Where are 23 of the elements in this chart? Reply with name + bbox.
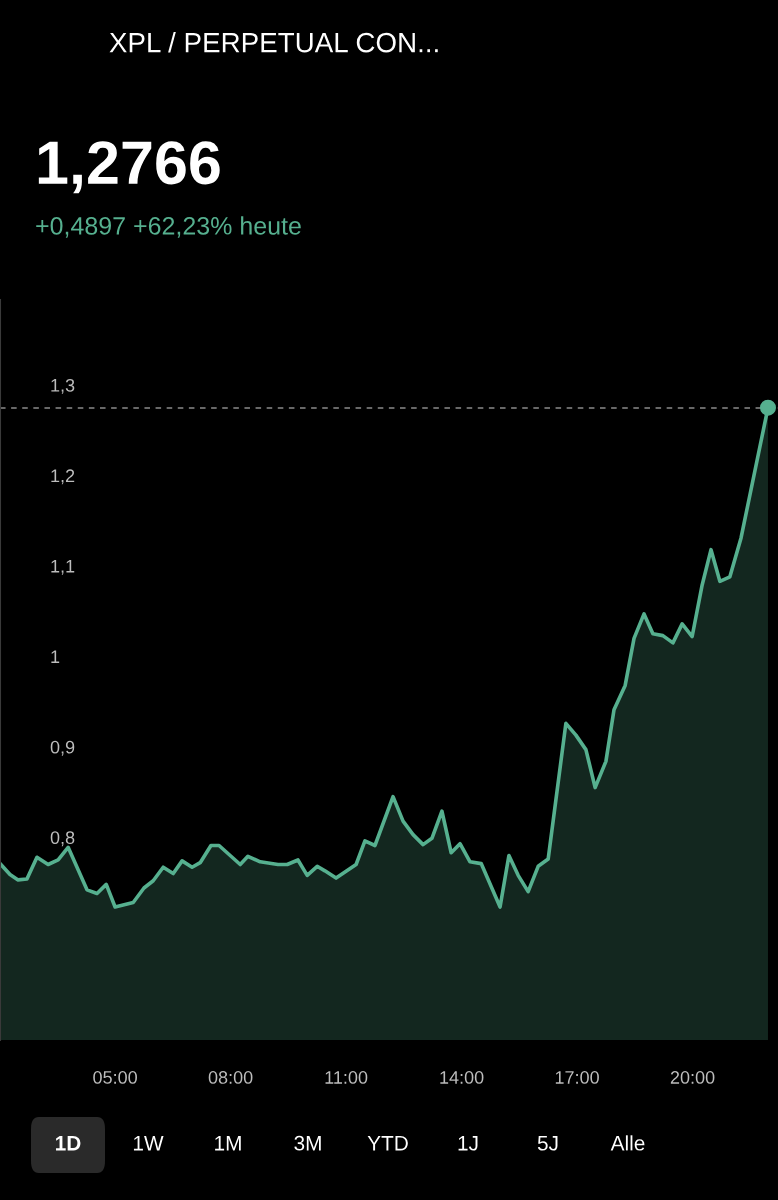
y-tick-label: 1,1 [51, 560, 75, 575]
y-tick-label: 1,3 [51, 378, 75, 394]
x-tick-label: 05:00 [93, 1071, 137, 1084]
y-tick-label: 1 [51, 650, 60, 663]
text: 1W [133, 1136, 164, 1151]
chart-subtitle: 1,2766 [38, 141, 220, 194]
x-tick-label: 20:00 [670, 1071, 715, 1084]
x-tick-label: 14:00 [440, 1071, 484, 1084]
text: 1M [215, 1136, 241, 1151]
y-tick-label: 0,8 [50, 831, 75, 847]
x-tick-label: 11:00 [325, 1071, 368, 1084]
text: YTD [367, 1136, 408, 1151]
text: +0,4897 +62,23% heute [36, 216, 301, 238]
x-tick-label: 08:00 [208, 1071, 253, 1084]
chart-title: XPL / PERPETUAL CON... [109, 32, 438, 53]
x-tick-label: 17:00 [555, 1071, 599, 1084]
text: 1D [56, 1136, 81, 1151]
y-tick-label: 1,2 [51, 469, 75, 485]
y-tick-label: 0,9 [50, 740, 75, 756]
text: 5J [537, 1136, 558, 1151]
text: 3M [294, 1135, 321, 1151]
text: 1J [458, 1136, 478, 1151]
text: Alle [610, 1135, 645, 1151]
